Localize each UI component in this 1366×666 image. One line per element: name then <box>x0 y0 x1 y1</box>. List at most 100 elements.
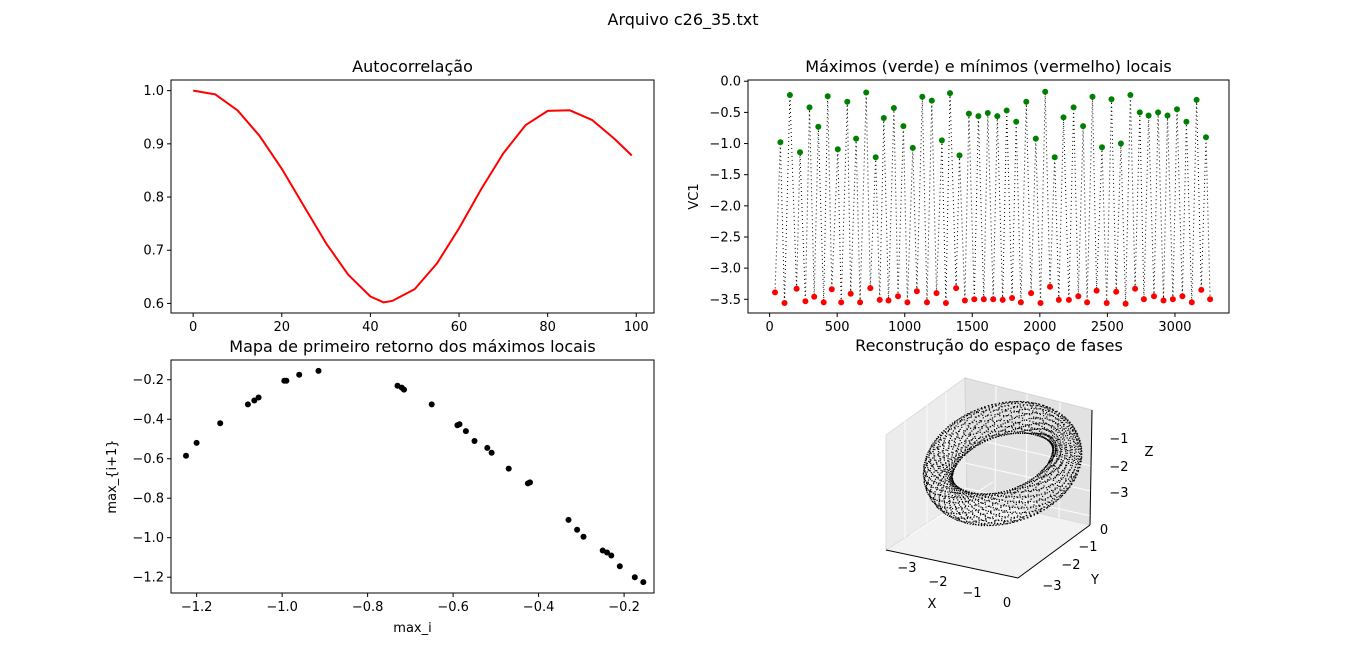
phase-point <box>1061 446 1063 448</box>
scatter-point <box>471 438 478 444</box>
phase-point <box>1037 403 1040 405</box>
phase-point <box>1068 483 1070 485</box>
phase-point <box>1065 485 1067 487</box>
phase-point <box>930 464 932 466</box>
phase-point <box>961 454 964 457</box>
phase-point <box>1056 499 1059 501</box>
phase-point <box>944 490 946 492</box>
phase-point <box>1051 466 1053 468</box>
phase-point <box>1052 447 1054 449</box>
phase-point <box>926 483 928 485</box>
phase-point <box>936 486 938 489</box>
phase-point <box>1028 413 1030 415</box>
phase-point <box>964 491 967 493</box>
phase-point <box>949 484 952 486</box>
phase-point <box>941 500 943 502</box>
phase-point <box>959 421 961 423</box>
phase-point <box>933 453 935 455</box>
phase-point <box>966 437 968 439</box>
phase-point <box>934 478 937 480</box>
phase-point <box>1070 464 1072 466</box>
phase-point <box>948 434 950 436</box>
phase-point <box>923 471 926 473</box>
phase-point <box>937 436 939 439</box>
phase-point <box>954 506 957 508</box>
phase-point <box>1073 444 1075 446</box>
phase-point <box>953 497 955 499</box>
phase-point <box>1041 435 1043 437</box>
phase-point <box>983 520 985 522</box>
phase-point <box>960 450 962 452</box>
phase-point <box>1065 446 1067 449</box>
phase-point <box>1017 519 1019 522</box>
phase-point <box>972 496 974 498</box>
phase-point <box>1038 505 1040 507</box>
phase-point <box>957 434 959 436</box>
phase-point <box>944 506 946 508</box>
phase-point <box>934 470 936 472</box>
phase-point <box>949 437 951 439</box>
phase-point <box>1068 442 1070 445</box>
phase-point <box>1069 450 1071 452</box>
phase-point <box>1070 474 1072 476</box>
phase-point <box>934 502 936 505</box>
phase-point <box>931 446 933 448</box>
phase-point <box>1011 402 1013 404</box>
phase-point <box>1062 477 1064 479</box>
phase-point <box>1027 480 1029 483</box>
phase-point <box>981 522 983 525</box>
phase-point <box>1019 409 1021 411</box>
phase-point <box>1028 402 1030 404</box>
phase-point <box>1052 455 1054 457</box>
phase-point <box>959 490 961 492</box>
phase-point <box>1068 421 1071 423</box>
phase-point <box>1052 456 1054 458</box>
min-point <box>971 296 978 303</box>
phase-point <box>1057 468 1059 470</box>
phase-point <box>1034 480 1036 482</box>
phase-point <box>951 451 953 453</box>
phase-point <box>990 411 992 413</box>
phase-point <box>1078 463 1080 465</box>
phase-point <box>959 491 961 493</box>
phase-point <box>971 505 973 507</box>
phase-point <box>1001 516 1003 518</box>
phase-point <box>981 442 983 444</box>
phase-point <box>952 517 954 519</box>
phase-point <box>1032 422 1034 425</box>
phase-point <box>969 449 971 451</box>
phase-point <box>1024 502 1026 504</box>
phase-point <box>961 436 963 438</box>
phase-point <box>1040 510 1042 513</box>
phase-point <box>1019 512 1021 514</box>
phase-point <box>1025 514 1027 516</box>
phase-point <box>1032 421 1034 423</box>
phase-point <box>990 512 992 515</box>
phase-point <box>942 452 944 454</box>
phase-point <box>1038 477 1040 479</box>
phase-point <box>1015 503 1017 505</box>
phase-point <box>1012 505 1014 507</box>
phase-point <box>948 440 950 442</box>
phase-point <box>956 447 959 449</box>
phase-point <box>1036 408 1038 410</box>
phase-point <box>940 472 942 474</box>
phase-point <box>941 506 943 508</box>
phase-point <box>923 465 925 467</box>
phase-point <box>971 500 973 502</box>
phase-point <box>992 516 994 518</box>
phase-point <box>1054 440 1056 442</box>
phase-point <box>1027 432 1030 434</box>
phase-point <box>933 499 935 501</box>
phase-point <box>946 510 948 512</box>
phase-point <box>1001 430 1003 432</box>
phase-point <box>1072 460 1074 462</box>
phase-point <box>1076 438 1078 440</box>
phase-point <box>945 508 947 510</box>
phase-point <box>1071 471 1074 474</box>
phase-point <box>1046 480 1049 482</box>
phase-point <box>958 445 960 447</box>
phase-point <box>1003 510 1005 512</box>
phase-point <box>925 455 927 458</box>
phase-point <box>1051 454 1053 456</box>
